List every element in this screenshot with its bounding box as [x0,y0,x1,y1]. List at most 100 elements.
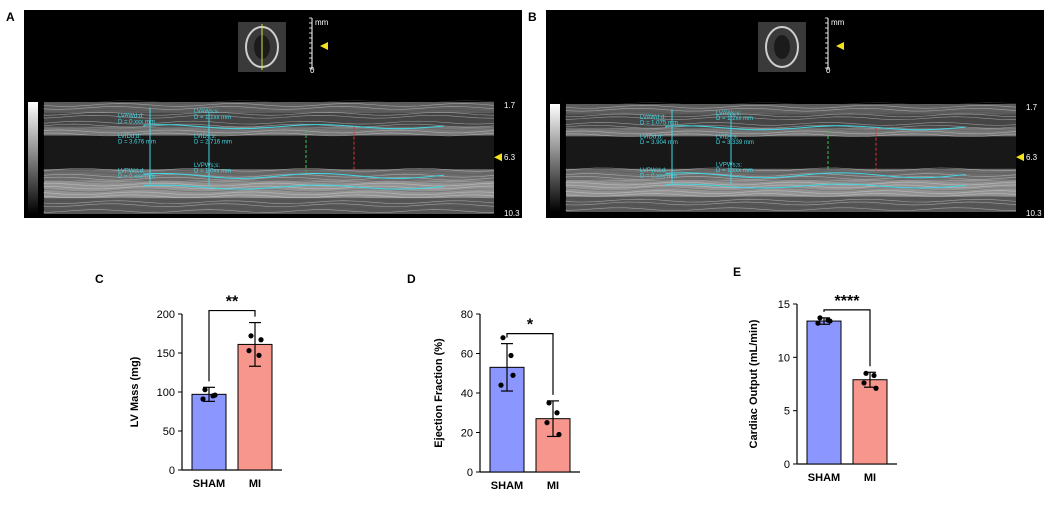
y-tick-label: 0 [467,467,473,479]
echo-tissue-band [44,102,494,114]
echo-speckle-line [565,133,1017,138]
echo-speckle-line [565,198,1017,203]
echo-image-b: mm 0 LVAWd;d: D = 1.075 mm LVIDd;d: D = 3.904… [546,10,1044,218]
significance-label: **** [835,293,861,310]
echo-depth-marker-icon [1016,153,1024,162]
panel-letter-c: C [95,272,104,286]
echo-measurement-label: LVAWs;s: [716,111,742,117]
y-tick-label: 60 [461,349,473,361]
data-point [508,352,514,359]
echo-speckle-line [565,193,1017,197]
echo-trace-epicardial [665,183,967,189]
data-point [863,370,869,376]
data-point [873,385,879,391]
data-point [546,400,552,406]
echo-speckle-line [43,191,495,196]
echo-speckle-line [565,105,1017,109]
echo-speckle-line [43,179,495,184]
echo-depth-label: 6.3 [504,153,516,162]
y-axis-label: LV Mass (mg) [129,356,141,427]
data-point [246,348,252,354]
echo-speckle-line [43,200,495,205]
echo-image-a: mm 0 LVAWd;d: D = 0.xxx mm LVIDd;d: D = 3.676… [24,10,522,218]
echo-marker-icon [320,42,328,50]
echo-thumbnail-cavity [774,35,790,59]
echo-trace-epicardial [143,184,445,190]
data-point [817,315,823,321]
echo-depth-marker-icon [494,153,502,162]
significance-bracket [506,333,554,395]
data-point [556,431,562,438]
echo-depth-label: 1.7 [1026,103,1038,112]
y-tick-label: 5 [784,406,790,418]
echo-scale-unit: mm [315,18,329,27]
echo-marker-icon [836,42,844,50]
data-point [200,396,206,402]
bar-sham [191,393,227,471]
echo-speckle-line [565,130,1017,135]
echo-measurement-label: D = 1.0xx mm [194,169,231,175]
echo-measurement-label: LVIDs;s: [716,135,739,141]
data-point [256,352,262,358]
panel-letter-b: B [528,10,537,24]
echo-speckle-line [43,126,495,131]
data-point [544,420,550,426]
echo-measurement-label: LVIDs;s: [194,134,217,140]
echo-speckle-line [565,170,1017,174]
echo-speckle-line [565,173,1017,177]
data-point [500,335,506,341]
echo-speckle-line [43,117,495,122]
category-label-mi: MI [547,480,559,492]
echo-speckle-line [43,103,495,107]
y-tick-label: 200 [157,309,175,321]
echo-measurement-label: LVIDd;d: [640,135,663,141]
echo-speckle-line [565,113,1017,118]
echo-svg: mm 0 LVAWd;d:D = 1.075 mm LVIDd;d:D = 3.904… [550,17,1042,218]
echo-trace-posterior [665,172,967,179]
data-point [861,380,867,386]
echo-speckle-line [565,110,1017,115]
data-point [202,387,208,393]
echo-speckle-line [565,190,1017,194]
data-point [248,333,254,339]
panel-letter-e: E [733,265,742,279]
chart-ejection-fraction: 0 20 40 60 80 Ejection Fraction (%) SHAM MI * [433,309,580,492]
y-tick-label: 0 [784,459,790,471]
chart-lv-mass: 0 50 100 150 200 LV Mass (mg) SHAM MI ** [129,294,282,490]
data-point [827,318,833,324]
category-label-sham: SHAM [193,478,225,490]
echo-speckle-line [565,116,1017,121]
echo-speckle-line [43,170,495,175]
echo-measurement-label: LVAWd;d: [640,115,666,121]
category-label-mi: MI [249,478,261,490]
echo-speckle-line [565,119,1017,123]
echo-speckle-line [43,111,495,116]
echo-measurement-label: LVIDd;d: [118,134,141,140]
chart-cardiac-output: 0 5 10 15 Cardiac Output (mL/min) SHAM MI **** [748,293,897,484]
echo-thumbnail-ring [765,26,799,68]
data-point [258,337,264,343]
category-label-mi: MI [864,472,876,484]
echo-scale-unit: mm [831,18,845,27]
data-point [510,372,516,378]
echo-measurement-label: D = 3.676 mm [118,139,156,145]
echo-grayscale-bar [550,104,560,212]
echo-measurement-label: D = 1.xxx mm [716,168,753,174]
echo-depth-label: 1.7 [504,101,516,110]
echo-speckle-line [43,114,495,119]
y-tick-label: 100 [157,387,175,399]
echo-depth-label: 10.3 [1026,209,1042,218]
panel-letter-d: D [407,272,416,286]
bar-mi [852,379,888,465]
category-label-sham: SHAM [808,472,840,484]
echo-depth-label: 10.3 [504,209,520,218]
echo-speckle-line [43,132,495,137]
echo-speckle-line [565,124,1017,129]
echo-speckle-line [565,122,1017,126]
y-axis-label: Cardiac Output (mL/min) [748,319,760,448]
echo-trace-anterior [665,125,967,131]
echo-tissue-band [44,169,494,181]
echo-measurement-label: D = 0.xxx mm [118,174,155,180]
echo-tissue-band [44,126,494,136]
echo-measurement-label: LVAWd;d: [118,114,144,120]
